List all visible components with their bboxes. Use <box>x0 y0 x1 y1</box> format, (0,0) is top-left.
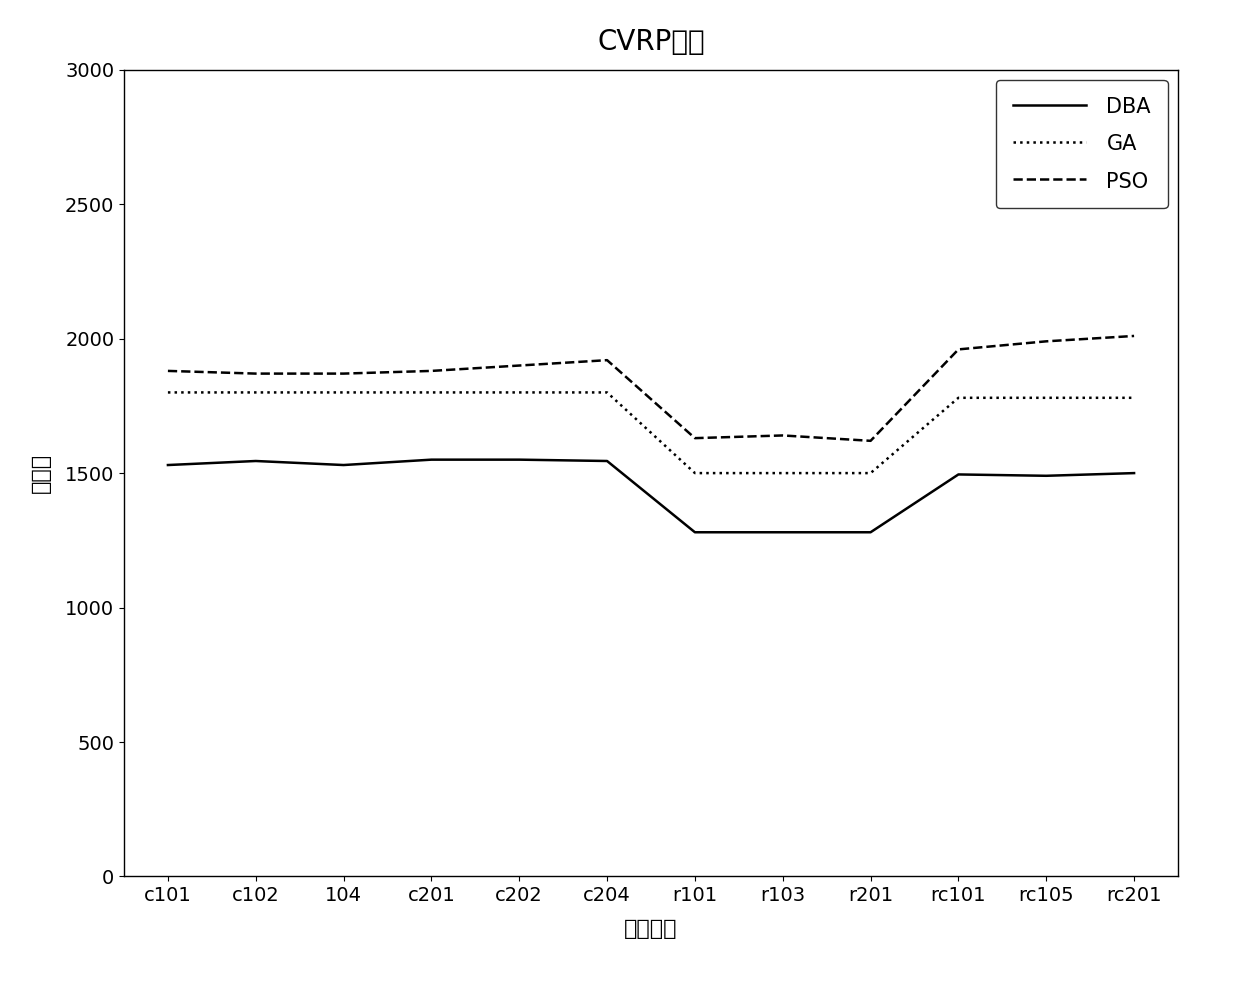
DBA <box>600 455 615 467</box>
GA <box>160 386 175 398</box>
DBA <box>687 526 702 538</box>
DBA <box>424 453 439 465</box>
Line: GA: GA <box>167 392 1135 473</box>
DBA <box>248 455 263 467</box>
PSO <box>687 432 702 444</box>
DBA <box>775 526 790 538</box>
DBA <box>863 526 878 538</box>
PSO <box>775 429 790 441</box>
X-axis label: 测试实例: 测试实例 <box>624 919 678 939</box>
DBA <box>1039 470 1054 482</box>
PSO <box>1127 330 1142 342</box>
GA <box>1127 391 1142 403</box>
Line: PSO: PSO <box>167 336 1135 441</box>
Y-axis label: 平均値: 平均値 <box>31 453 51 493</box>
GA <box>600 386 615 398</box>
PSO <box>424 365 439 376</box>
Line: DBA: DBA <box>167 459 1135 532</box>
DBA <box>1127 467 1142 479</box>
Legend: DBA, GA, PSO: DBA, GA, PSO <box>996 80 1168 208</box>
GA <box>1039 391 1054 403</box>
GA <box>863 467 878 479</box>
GA <box>775 467 790 479</box>
GA <box>512 386 527 398</box>
DBA <box>336 459 351 471</box>
GA <box>248 386 263 398</box>
DBA <box>160 459 175 471</box>
DBA <box>951 468 966 480</box>
GA <box>687 467 702 479</box>
GA <box>424 386 439 398</box>
Title: CVRP问题: CVRP问题 <box>598 28 704 57</box>
PSO <box>600 355 615 367</box>
DBA <box>512 453 527 465</box>
PSO <box>336 368 351 379</box>
PSO <box>951 344 966 356</box>
PSO <box>863 435 878 447</box>
PSO <box>1039 336 1054 348</box>
GA <box>336 386 351 398</box>
GA <box>951 391 966 403</box>
PSO <box>248 368 263 379</box>
PSO <box>160 365 175 376</box>
PSO <box>512 360 527 372</box>
